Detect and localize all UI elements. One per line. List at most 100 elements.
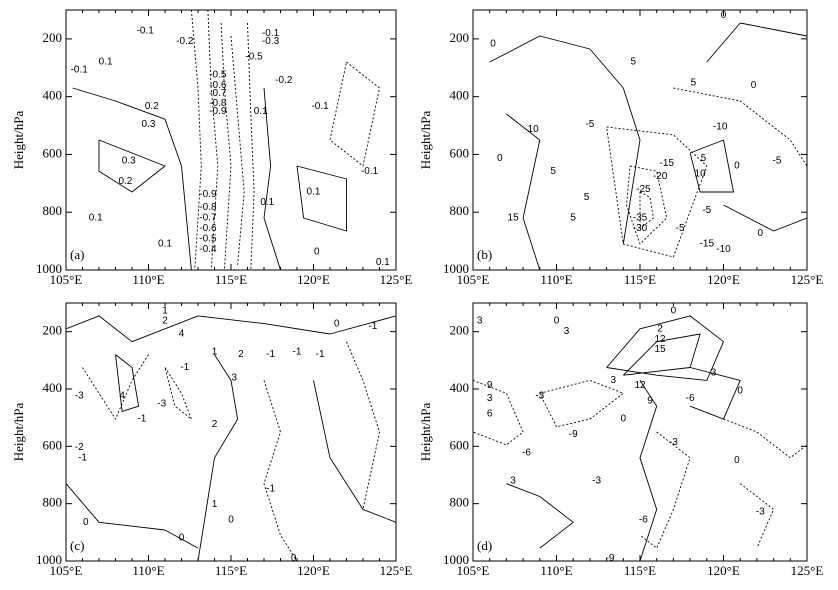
- y-tick-label: 800: [43, 495, 63, 510]
- contour-label: 3: [711, 367, 717, 378]
- contour-label: 9: [647, 396, 653, 407]
- y-tick-label: 400: [450, 380, 470, 395]
- x-tick-label: 110°E: [132, 563, 164, 578]
- contour-label: 0: [334, 318, 340, 329]
- contour-label: -0.2: [176, 36, 194, 47]
- contours: [72, 10, 380, 270]
- x-tick-label: 110°E: [540, 563, 572, 578]
- y-tick-label: 1000: [443, 552, 469, 567]
- contour-label: -9: [569, 429, 578, 440]
- y-tick-label: 400: [43, 88, 63, 103]
- contour-label: 0.2: [145, 101, 159, 112]
- x-tick-label: 115°E: [215, 563, 247, 578]
- contour-label: 0: [751, 80, 757, 91]
- contour-line: [296, 165, 347, 232]
- contour-label: -1: [266, 349, 275, 360]
- contour-label: -1: [293, 347, 302, 358]
- contour-label: -6: [522, 447, 531, 458]
- contour-label: -10: [713, 122, 728, 133]
- x-tick-label: 120°E: [297, 272, 330, 287]
- contour-label: -0.6: [199, 223, 217, 234]
- contour-label: 0: [554, 316, 560, 327]
- y-tick-label: 400: [43, 380, 63, 395]
- contour-label: -3: [535, 391, 544, 402]
- contour-label: -0.7: [209, 88, 227, 99]
- contour-line: [346, 341, 380, 510]
- contour-label: 5: [631, 57, 637, 68]
- y-tick-label: 1000: [443, 261, 469, 276]
- contour-label: -0.5: [245, 51, 263, 62]
- contour-label: 0: [621, 414, 627, 425]
- contour-line: [98, 139, 166, 193]
- y-tick-label: 400: [450, 88, 470, 103]
- contour-line: [506, 483, 574, 549]
- contour-label: -0.4: [199, 244, 217, 255]
- x-tick-label: 110°E: [540, 272, 572, 287]
- x-tick-label: 105°E: [457, 272, 490, 287]
- contour-line: [66, 315, 396, 343]
- contour-label: 9: [487, 380, 493, 391]
- contour-line: [247, 22, 255, 270]
- contour-line: [622, 333, 701, 376]
- contour-line: [82, 354, 149, 420]
- contour-label: 0: [228, 514, 234, 525]
- y-axis-title: Height/hPa: [11, 111, 26, 170]
- contour-label: 0.3: [122, 155, 136, 166]
- y-tick-label: 600: [450, 145, 470, 160]
- contour-label: 5: [691, 77, 697, 88]
- contour-label: 0: [490, 38, 496, 49]
- contour-label: 0.1: [99, 57, 113, 68]
- contour-label: 5: [570, 213, 576, 224]
- contour-label: 6: [487, 409, 493, 420]
- contour-line: [689, 139, 734, 193]
- x-tick-label: 125°E: [791, 563, 824, 578]
- contour-label: -5: [772, 155, 781, 166]
- y-axis-title: Height/hPa: [11, 403, 26, 462]
- contour-label: 0.1: [158, 239, 172, 250]
- contour-line: [329, 61, 380, 167]
- contour-label: -15: [700, 239, 715, 250]
- contour-line: [66, 483, 199, 549]
- contour-label: -10: [716, 244, 731, 255]
- contour-label: 2: [162, 316, 168, 327]
- contour-label: -3: [157, 398, 166, 409]
- contour-line: [115, 354, 140, 412]
- contour-label: -0.1: [71, 64, 89, 75]
- x-tick-label: 120°E: [707, 272, 740, 287]
- contour-label: 0: [179, 532, 185, 543]
- contour-label: -35: [633, 213, 648, 224]
- contour-label: -25: [636, 184, 651, 195]
- contour-label: -0.3: [262, 36, 280, 47]
- y-tick-label: 200: [450, 323, 470, 338]
- contour-label: 0.1: [307, 187, 321, 198]
- contour-label: -3: [75, 391, 84, 402]
- contour-label: -9: [605, 553, 614, 564]
- contour-line: [473, 379, 524, 446]
- contour-line: [263, 380, 298, 561]
- contour-label: -3: [756, 507, 765, 518]
- contour-label: -3: [592, 476, 601, 487]
- contour-label: 3: [232, 372, 238, 383]
- contour-label: 3: [510, 476, 516, 487]
- y-axis-title: Height/hPa: [418, 403, 433, 462]
- y-tick-label: 800: [450, 495, 470, 510]
- contour-line: [723, 204, 807, 232]
- contour-label: 5: [584, 192, 590, 203]
- contour-line: [639, 191, 654, 229]
- contour-label: -15: [659, 158, 674, 169]
- contour-label: -5: [702, 205, 711, 216]
- x-tick-label: 115°E: [624, 563, 656, 578]
- contour-label: -20: [653, 171, 668, 182]
- contour-label: 4: [179, 329, 185, 340]
- contour-label: 15: [508, 213, 520, 224]
- contour-line: [164, 367, 192, 420]
- contour-label: -0.8: [209, 98, 227, 109]
- y-tick-label: 600: [43, 145, 63, 160]
- contour-label: 2: [212, 419, 218, 430]
- contour-label: -6: [686, 393, 695, 404]
- contour-line: [489, 35, 641, 245]
- contour-label: -2: [75, 442, 84, 453]
- contour-label: -1: [180, 362, 189, 373]
